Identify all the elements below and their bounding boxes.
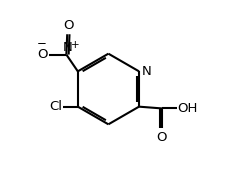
Text: +: + [71,40,80,50]
Text: O: O [63,19,73,32]
Text: N: N [142,65,152,78]
Text: Cl: Cl [49,100,62,113]
Text: OH: OH [178,102,198,115]
Text: N: N [62,41,72,54]
Text: O: O [156,131,167,144]
Text: −: − [37,37,47,50]
Text: O: O [37,48,48,61]
